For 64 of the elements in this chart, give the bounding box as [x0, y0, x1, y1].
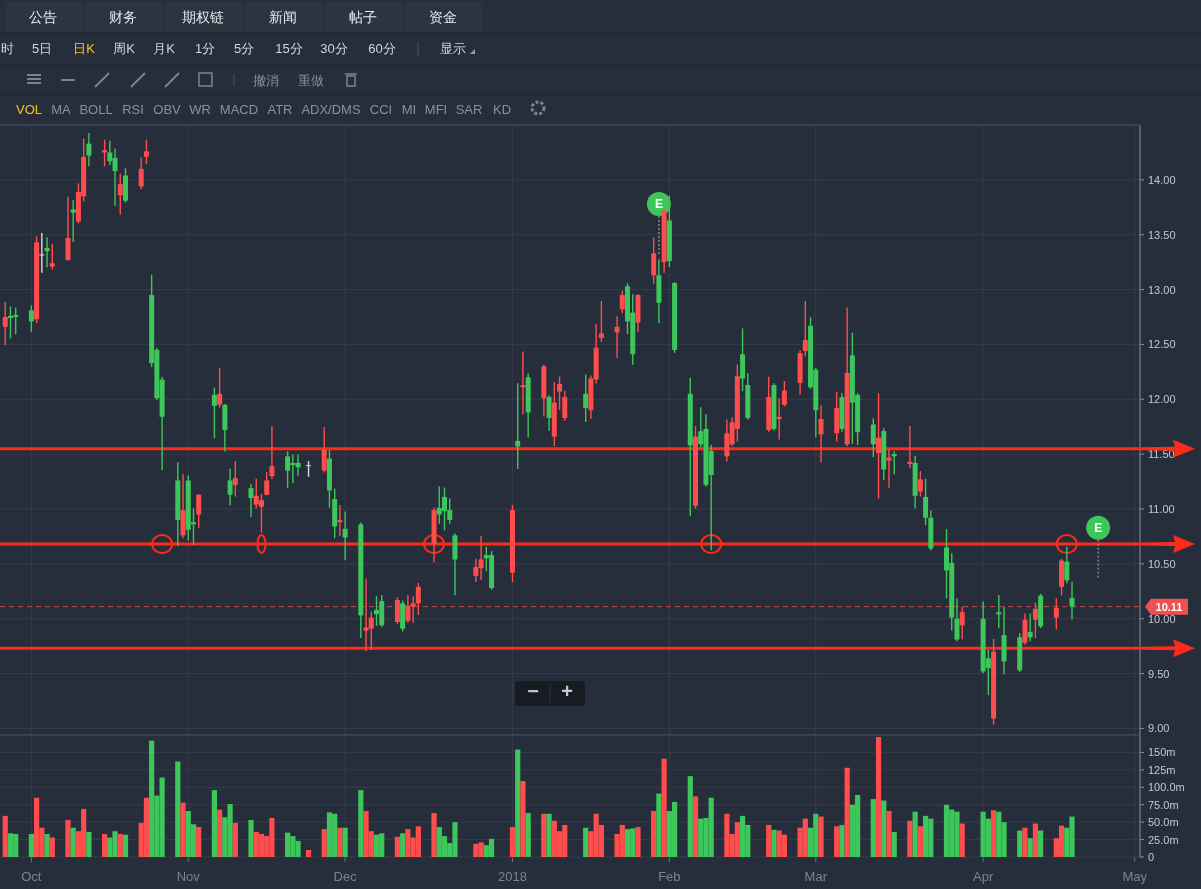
x-tick-label: Oct: [21, 869, 42, 884]
text: ADX/DMS: [301, 102, 361, 117]
y-tick-label: 100.0m: [1148, 781, 1185, 794]
x-tick-label: Apr: [973, 869, 994, 884]
x-tick-label: Feb: [658, 869, 681, 884]
y-tick-label: 14.00: [1148, 173, 1176, 186]
text: KD: [492, 102, 512, 117]
text: MI: [401, 102, 417, 117]
y-tick-label: 11.00: [1148, 502, 1175, 515]
y-tick-label: 12.00: [1148, 393, 1176, 406]
text: MA: [51, 102, 72, 117]
text: BOLL: [79, 102, 113, 117]
text: 月K: [153, 41, 176, 56]
y-tick-label: 9.50: [1148, 667, 1170, 680]
text: RSI: [122, 102, 144, 117]
text: 财务: [109, 9, 137, 25]
x-tick-label: Nov: [176, 869, 201, 884]
y-tick-label: 50.0m: [1148, 816, 1179, 829]
annotation: E: [1094, 521, 1103, 536]
text: SAR: [455, 102, 483, 117]
text: 周K: [113, 41, 136, 56]
ref-line-label: 10.11: [1155, 600, 1183, 613]
text: 5日: [31, 41, 53, 56]
y-tick-label: 10.00: [1148, 612, 1176, 625]
text: 重做: [298, 73, 324, 88]
annotation: E: [654, 197, 663, 212]
annotation: −: [527, 680, 539, 702]
x-tick-label: May: [1122, 869, 1148, 884]
text: MFI: [424, 102, 448, 117]
text: 5分: [233, 41, 255, 56]
text: 15分: [275, 41, 303, 56]
y-tick-label: 125m: [1148, 763, 1176, 776]
text: WR: [189, 102, 211, 117]
y-tick-label: 25.0m: [1148, 833, 1179, 846]
y-tick-label: 75.0m: [1148, 798, 1179, 811]
x-tick-label: 2018: [498, 869, 527, 884]
text: CCI: [369, 102, 393, 117]
y-tick-label: 13.50: [1148, 228, 1176, 241]
text: 30分: [320, 41, 348, 56]
x-tick-label: Dec: [333, 869, 358, 884]
text: 新闻: [269, 9, 297, 25]
text: 日K: [73, 41, 96, 56]
text: 帖子: [349, 9, 377, 25]
x-tick-label: Mar: [804, 869, 828, 884]
text: 公告: [29, 9, 57, 25]
text: VOL: [15, 102, 43, 117]
y-tick-label: 0: [1148, 851, 1155, 863]
text: OBV: [153, 102, 182, 117]
text: MACD: [219, 102, 259, 117]
y-tick-label: 10.50: [1148, 557, 1176, 570]
annotation: +: [561, 680, 573, 702]
y-tick-label: 150m: [1148, 746, 1176, 759]
text: 撤消: [253, 73, 279, 88]
y-tick-label: 11.50: [1148, 448, 1175, 461]
text: ATR: [267, 102, 293, 117]
text: 期权链: [182, 9, 224, 25]
text: 时: [0, 41, 14, 56]
y-tick-label: 12.50: [1148, 338, 1176, 351]
y-tick-label: 13.00: [1148, 283, 1176, 296]
y-tick-label: 9.00: [1148, 722, 1170, 735]
text: 60分: [368, 41, 396, 56]
text: 显示: [440, 41, 466, 56]
text: 1分: [194, 41, 216, 56]
text: 资金: [429, 9, 457, 25]
